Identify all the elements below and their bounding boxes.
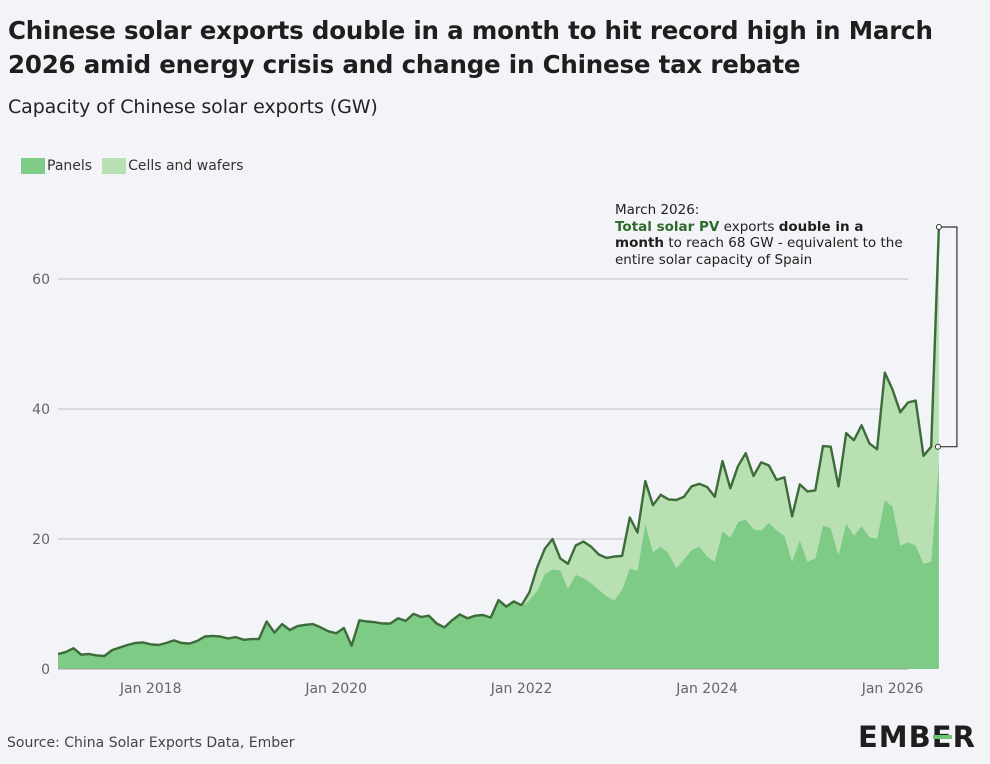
source-note: Source: China Solar Exports Data, Ember (7, 735, 295, 751)
chart-subtitle: Capacity of Chinese solar exports (GW) (8, 96, 378, 118)
annotation-point-feb-2026 (934, 443, 941, 450)
x-tick-label: Jan 2020 (304, 681, 367, 697)
logo-text-e: E (931, 720, 953, 754)
y-tick-label-20: 20 (32, 532, 50, 548)
legend-label-panels: Panels (47, 158, 93, 174)
legend-label-cells: Cells and wafers (128, 158, 244, 174)
chart-annotation: March 2026: Total solar PV exports doubl… (615, 202, 905, 268)
x-tick-label: Jan 2024 (675, 681, 738, 697)
y-tick-label-0: 0 (41, 662, 50, 678)
annotation-bold: double in a month (615, 218, 864, 252)
annotation-text-1: exports (719, 218, 779, 235)
total-line (57, 226, 941, 658)
x-tick-label: Jan 2026 (861, 681, 924, 697)
ember-logo: EMBER (858, 720, 976, 754)
annotation-bracket (938, 226, 958, 448)
logo-text-right: R (952, 720, 976, 754)
annotation-point-march-2026 (935, 224, 942, 230)
annotation-highlight: Total solar PV (615, 218, 720, 235)
y-tick-label-60: 60 (32, 272, 50, 288)
annotation-text-2: to reach 68 GW - equivalent to the entir… (615, 235, 903, 268)
area-panels (58, 461, 939, 669)
x-tick-label: Jan 2022 (490, 681, 553, 697)
chart-title: Chinese solar exports double in a month … (8, 16, 933, 79)
y-tick-label-40: 40 (32, 402, 50, 418)
legend-swatch-cells (102, 158, 127, 174)
logo-text-left: EMB (858, 720, 932, 754)
legend-item-panels: Panels (21, 158, 92, 174)
annotation-line-1: March 2026: (615, 202, 700, 218)
x-tick-label: Jan 2018 (119, 681, 182, 697)
chart-legend: Panels Cells and wafers (21, 156, 253, 176)
annotation-body: Total solar PV exports double in a month… (615, 219, 905, 269)
legend-swatch-panels (21, 158, 45, 174)
legend-item-cells: Cells and wafers (102, 158, 243, 174)
